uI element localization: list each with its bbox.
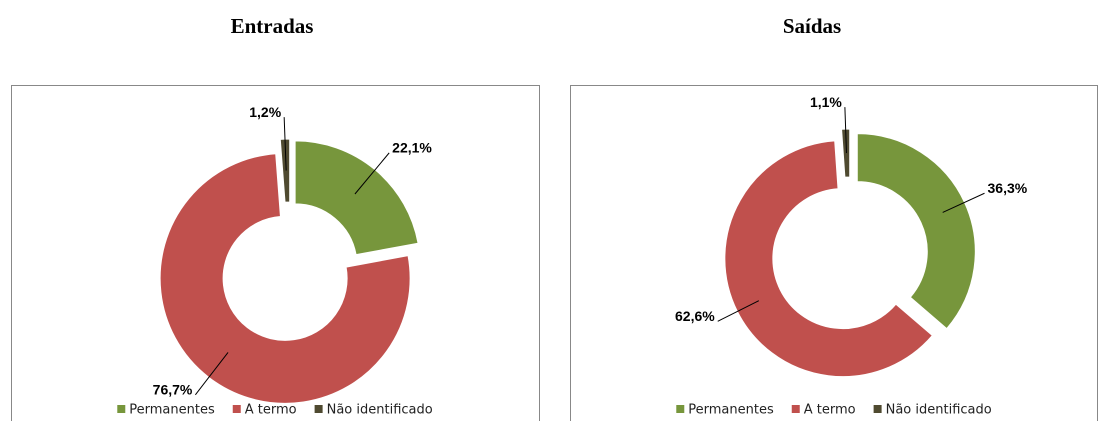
data-label: 76,7% xyxy=(153,381,193,397)
leader-line xyxy=(283,117,287,171)
legend-label: Não identificado xyxy=(886,403,992,418)
donut-slice xyxy=(294,140,419,256)
legend-swatch xyxy=(676,405,685,413)
legend-swatch xyxy=(117,405,126,413)
legend-label: Não identificado xyxy=(327,403,433,418)
donut-slice xyxy=(159,153,411,404)
leader-line xyxy=(717,300,760,322)
donut-slice xyxy=(724,140,934,378)
legend-swatch xyxy=(873,405,882,413)
legend-swatch xyxy=(232,405,241,413)
donut-slice xyxy=(856,133,976,330)
chart-title: Entradas xyxy=(231,14,314,38)
data-label: 62,6% xyxy=(675,308,715,324)
donut-slice xyxy=(279,138,291,203)
data-label: 1,1% xyxy=(810,94,842,110)
leader-line xyxy=(354,152,390,195)
legend-swatch xyxy=(314,405,323,413)
legend-label: Permanentes xyxy=(129,403,215,418)
leader-line xyxy=(194,352,229,396)
legend-swatch xyxy=(791,405,800,413)
legend-label: A termo xyxy=(245,403,297,418)
chart-title: Saídas xyxy=(783,14,841,38)
leader-line xyxy=(942,192,985,213)
donut-slice xyxy=(841,128,851,178)
legend-label: Permanentes xyxy=(688,403,774,418)
legend-label: A termo xyxy=(804,403,856,418)
data-label: 22,1% xyxy=(392,140,432,156)
data-label: 36,3% xyxy=(988,180,1028,196)
leader-line xyxy=(844,107,847,154)
data-label: 1,2% xyxy=(249,104,281,120)
